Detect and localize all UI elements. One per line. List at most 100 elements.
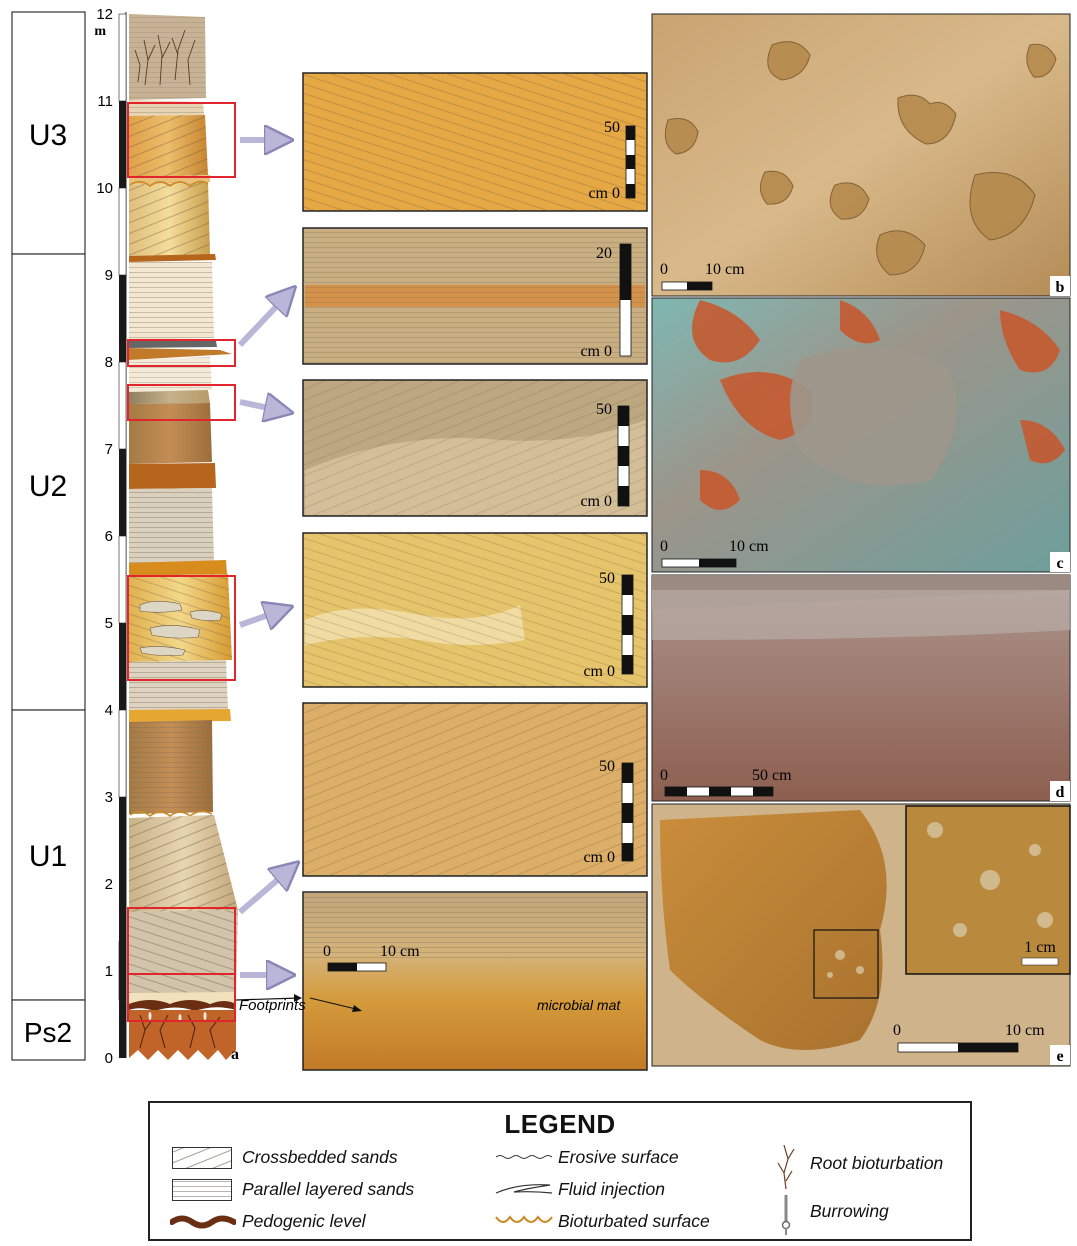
unit-box-u2 bbox=[11, 253, 86, 711]
photo-panels-middle bbox=[302, 72, 648, 1071]
scale-tick-label: 1 bbox=[105, 963, 113, 980]
frame-u2-lower bbox=[127, 575, 236, 681]
unit-box-ps2 bbox=[11, 999, 86, 1061]
unit-label-u3: U3 bbox=[29, 119, 67, 152]
scale-bar-6: 0 10 cm bbox=[323, 943, 420, 972]
photo-e-scale-right: 10 cm bbox=[1005, 1022, 1045, 1039]
legend-erosive-surface: Erosive surface bbox=[558, 1147, 679, 1167]
footprints-annotation: Footprints microbial mat bbox=[235, 994, 621, 1014]
photo-panels-right: 0 10 cm b 0 10 cm c 0 50 cm d bbox=[651, 13, 1071, 1067]
scale-bar-1: 50 cm 0 bbox=[588, 119, 636, 202]
panel-letter-c: c bbox=[1056, 555, 1063, 572]
scale-bar-4-bottom: cm 0 bbox=[583, 663, 615, 680]
root-bioturbation-top bbox=[134, 29, 196, 86]
scale-tick-label: 9 bbox=[105, 267, 113, 284]
photo-e-scale-left: 0 bbox=[893, 1022, 901, 1039]
panel-letter-d: d bbox=[1056, 784, 1065, 801]
stratigraphic-log bbox=[129, 14, 238, 1060]
legend-crossbedded-sands: Crossbedded sands bbox=[242, 1147, 398, 1167]
legend-box: LEGEND Crossbedded sands Parallel layere… bbox=[148, 1101, 972, 1241]
scale-bar-3-bottom: cm 0 bbox=[580, 493, 612, 510]
scale-bar-6-right: 10 cm bbox=[380, 943, 420, 960]
photo-b-footprints bbox=[664, 41, 1057, 276]
fluid-injection-swatch bbox=[495, 1184, 553, 1194]
frame-u2-upper bbox=[127, 339, 236, 367]
scale-tick-label: 6 bbox=[105, 528, 113, 545]
scale-tick-label: 0 bbox=[105, 1050, 113, 1067]
unit-label-u2: U2 bbox=[29, 470, 67, 503]
photo-c-red-patches bbox=[692, 300, 1065, 510]
legend-parallel-layered-sands: Parallel layered sands bbox=[242, 1179, 415, 1199]
log-orange-band-1 bbox=[129, 254, 216, 262]
scale-bar-2-top: 20 bbox=[596, 245, 612, 262]
scale-bar-1-top: 50 bbox=[604, 119, 620, 136]
burrowing-icon bbox=[781, 1195, 791, 1235]
photo-d-scale-left: 0 bbox=[660, 767, 668, 784]
scale-bar-2-bottom: cm 0 bbox=[580, 343, 612, 360]
parallel-layered-sands-swatch bbox=[172, 1179, 232, 1201]
scale-tick-label: 5 bbox=[105, 615, 113, 632]
scale-bar-2: 20 cm 0 bbox=[580, 243, 632, 360]
scale-seg-black bbox=[119, 797, 126, 971]
scale-tick-label: 12 bbox=[96, 6, 113, 23]
unit-box-u3 bbox=[11, 11, 86, 255]
panel-letter-a: a bbox=[231, 1046, 239, 1063]
unit-column: U3 U2 U1 Ps2 bbox=[11, 11, 86, 1061]
scale-tick-label: 2 bbox=[105, 876, 113, 893]
unit-box-u1 bbox=[11, 709, 86, 1001]
unit-label-u1: U1 bbox=[29, 840, 67, 873]
photo-b-scale-right: 10 cm bbox=[705, 261, 745, 278]
log-bioturbated-surface bbox=[129, 810, 213, 818]
scale-tick-label: 10 bbox=[96, 180, 113, 197]
sample-frames bbox=[127, 102, 236, 1022]
scale-tick-label: 3 bbox=[105, 789, 113, 806]
scale-bar-5-bottom: cm 0 bbox=[583, 849, 615, 866]
legend-bioturbated-surface: Bioturbated surface bbox=[558, 1211, 710, 1231]
legend-pedogenic-level: Pedogenic level bbox=[242, 1211, 366, 1231]
footprints-label: Footprints bbox=[239, 997, 306, 1014]
legend-burrowing: Burrowing bbox=[810, 1201, 889, 1221]
log-orange-band-3 bbox=[129, 463, 216, 489]
legend-title: LEGEND bbox=[504, 1109, 616, 1139]
scale-bar-1-bottom: cm 0 bbox=[588, 185, 620, 202]
log-orange-band-2 bbox=[129, 348, 232, 360]
photo-b bbox=[651, 13, 1071, 297]
scale-tick-label: 7 bbox=[105, 441, 113, 458]
scale-bar-4: 50 cm 0 bbox=[583, 570, 634, 680]
photo-c-scale-right: 10 cm bbox=[729, 538, 769, 555]
crossbedded-sands-swatch bbox=[172, 1147, 232, 1169]
panel-letter-e: e bbox=[1056, 1048, 1063, 1065]
erosive-surface-swatch bbox=[495, 1155, 553, 1159]
photo-e-inset-scale: 1 cm bbox=[1024, 939, 1056, 956]
scale-unit: m bbox=[94, 24, 106, 39]
frame-footprints bbox=[127, 973, 236, 1022]
scale-bar-3-top: 50 bbox=[596, 401, 612, 418]
photo-c-scale-left: 0 bbox=[660, 538, 668, 555]
scale-tick-label: 4 bbox=[105, 702, 113, 719]
scale-tick-label: 8 bbox=[105, 354, 113, 371]
microbial-mat-label: microbial mat bbox=[537, 997, 621, 1013]
unit-label-ps2: Ps2 bbox=[24, 1017, 72, 1048]
scale-bar-6-left: 0 bbox=[323, 943, 331, 960]
panel-letter-b: b bbox=[1056, 279, 1065, 296]
bioturbated-surface-swatch bbox=[495, 1215, 553, 1223]
photo-d-scale-right: 50 cm bbox=[752, 767, 792, 784]
scale-bar-4-top: 50 bbox=[599, 570, 615, 587]
photo-scale-bars: 50 cm 0 20 cm 0 50 cm 0 50 cm 0 50 cm 0 bbox=[323, 119, 636, 972]
frame-u2-mid bbox=[127, 384, 236, 421]
scale-bar-5: 50 cm 0 bbox=[583, 758, 634, 866]
photo-e-zoom-box bbox=[813, 929, 879, 999]
photo-b-scale-left: 0 bbox=[660, 261, 668, 278]
pedogenic-level-swatch bbox=[170, 1215, 236, 1229]
log-pedogenic-level bbox=[129, 1000, 236, 1011]
legend-root-bioturbation: Root bioturbation bbox=[810, 1153, 944, 1173]
scale-bar-3: 50 cm 0 bbox=[580, 401, 630, 510]
frame-u3 bbox=[127, 102, 236, 178]
scale-tick-label: 11 bbox=[97, 93, 113, 110]
root-bioturbation-icon bbox=[777, 1144, 795, 1190]
legend-fluid-injection: Fluid injection bbox=[558, 1179, 665, 1199]
link-arrows bbox=[237, 140, 295, 975]
scale-bar-5-top: 50 bbox=[599, 758, 615, 775]
